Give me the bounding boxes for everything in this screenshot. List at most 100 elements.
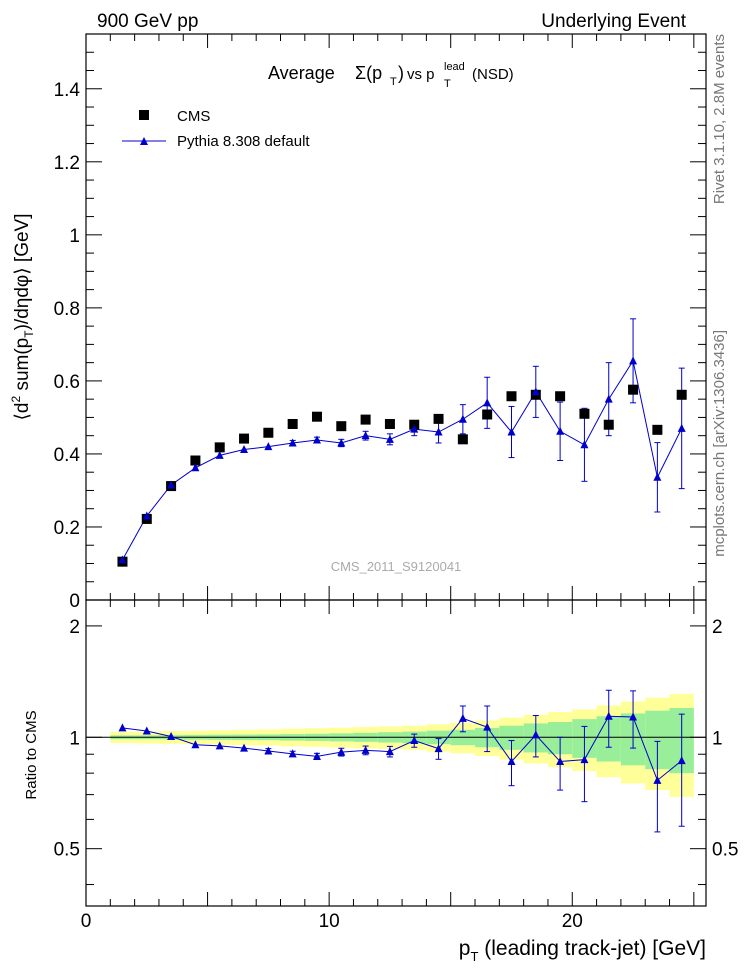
title-sub-t1: T [390, 76, 397, 88]
ratio-point [240, 743, 249, 752]
ratio-plot-frame [85, 599, 707, 907]
title-sub-t2: T [444, 78, 451, 90]
ratio-point [629, 712, 638, 721]
header-left-label: 900 GeV pp [97, 11, 198, 32]
mc-point [288, 438, 297, 447]
cms-point [263, 427, 274, 438]
y-tick-label: 0.6 [54, 372, 80, 393]
ratio-point [556, 757, 565, 766]
mc-point [312, 435, 321, 444]
cms-point [287, 418, 298, 429]
mc-point [167, 480, 176, 489]
mc-point [215, 450, 224, 459]
legend-cms-label: CMS [177, 108, 210, 125]
legend: CMS Pythia 8.308 default [122, 108, 310, 150]
mc-point [629, 356, 638, 365]
mc-point [483, 398, 492, 407]
cms-point [214, 442, 225, 453]
title-close-paren: ) [398, 63, 404, 83]
cms-point [579, 408, 590, 419]
mc-point [677, 423, 686, 432]
cms-point [628, 384, 639, 395]
ratio-point [531, 730, 540, 739]
mc-point [507, 427, 516, 436]
ratio-point [677, 756, 686, 765]
title-sigma: Σ(p [355, 63, 382, 83]
y-tick-label: 0.2 [54, 518, 80, 539]
main-title: Average Σ(p T ) vs p lead T (NSD) [268, 61, 514, 90]
ratio-mc-line [122, 715, 683, 782]
mc-point [142, 511, 151, 520]
ratio-point [361, 745, 370, 754]
analysis-watermark: CMS_2011_S9120041 [331, 559, 462, 574]
ratio-y-tick-label: 2 [69, 617, 80, 638]
mc-point [385, 434, 394, 443]
mc-series-line [122, 359, 683, 561]
cms-point [603, 419, 614, 430]
cms-point [239, 433, 250, 444]
ratio-point [215, 741, 224, 750]
mc-point [531, 387, 540, 396]
y-tick-label: 1 [69, 226, 80, 247]
ratio-y-tick-label-right: 0.5 [712, 840, 738, 861]
side-label-top: Rivet 3.1.10, 2.8M events [711, 34, 728, 204]
ratio-point [288, 749, 297, 758]
svg-text:⟨d2 sum(pT)/dηdφ⟩ [GeV]: ⟨d2 sum(pT)/dηdφ⟩ [GeV] [9, 214, 36, 421]
ratio-point [410, 736, 419, 745]
cms-point [506, 391, 517, 402]
mc-line [122, 359, 683, 561]
title-lead: lead [444, 61, 465, 73]
y-tick-label: 1.4 [54, 80, 81, 101]
mc-point [240, 445, 249, 454]
ratio-y-tick-label-right: 1 [712, 728, 723, 749]
y-tick-label: 0 [69, 591, 80, 612]
mc-point [604, 394, 613, 403]
cms-data-points [117, 384, 687, 567]
mc-point [410, 424, 419, 433]
mc-point [434, 427, 443, 436]
ratio-point [191, 740, 200, 749]
ratio-point [142, 726, 151, 735]
mc-point [118, 555, 127, 564]
ratio-line [122, 715, 683, 782]
cms-point [190, 455, 201, 466]
ratio-point [653, 775, 662, 784]
main-y-tick-labels: 0 0.2 0.4 0.6 0.8 1 1.2 1.4 [54, 80, 81, 612]
legend-mc-label: Pythia 8.308 default [177, 133, 310, 150]
ratio-point [337, 747, 346, 756]
main-y-axis-label: ⟨d2 sum(pT)/dηdφ⟩ [GeV] [9, 214, 36, 421]
ratio-point [507, 757, 516, 766]
ratio-point [483, 722, 492, 731]
ratio-plot-panel: 0.5 0.5 1 1 2 2 0 10 20 Ratio to CMS pT (leadin… [23, 599, 738, 964]
ratio-y-tick-label-right: 2 [712, 617, 723, 638]
cms-point [676, 389, 687, 400]
ratio-point [385, 747, 394, 756]
title-average: Average [268, 63, 335, 83]
legend-mc-marker [140, 137, 148, 145]
title-nsd: (NSD) [472, 66, 514, 83]
cms-point [311, 411, 322, 422]
cms-point [457, 434, 468, 445]
cms-point [336, 421, 347, 432]
mc-point [556, 426, 565, 435]
ratio-y-tick-label: 1 [69, 728, 80, 749]
side-label-bottom: mcplots.cern.ch [arXiv:1306.3436] [711, 330, 728, 557]
x-axis-label: pT (leading track-jet) [GeV] [459, 937, 706, 964]
cms-point [555, 391, 566, 402]
cms-point [482, 409, 493, 420]
cms-point [360, 414, 371, 425]
mc-point [653, 472, 662, 481]
cms-point [433, 413, 444, 424]
main-ticks [85, 34, 706, 601]
ratio-point [604, 711, 613, 720]
x-tick-labels: 0 10 20 [81, 911, 583, 932]
title-vs-p: vs p [407, 66, 435, 83]
ratio-point [434, 744, 443, 753]
ratio-point [312, 751, 321, 760]
y-tick-label: 0.4 [54, 445, 81, 466]
ratio-point [458, 713, 467, 722]
y-tick-label: 1.2 [54, 153, 80, 174]
mc-point [580, 440, 589, 449]
ratio-y-axis-label: Ratio to CMS [23, 710, 40, 799]
